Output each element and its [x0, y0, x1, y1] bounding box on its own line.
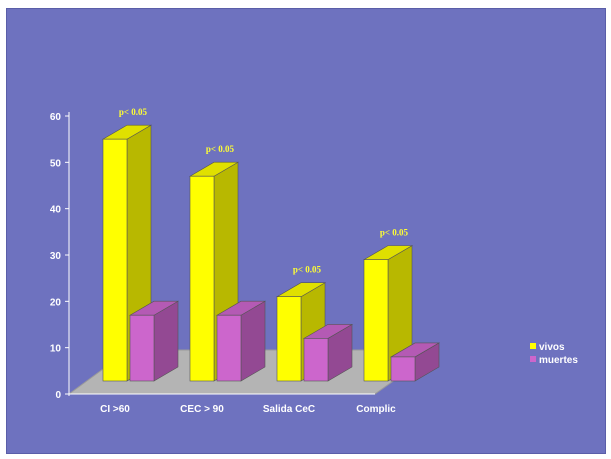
legend-label: muertes	[539, 355, 578, 366]
y-tick-label: 40	[50, 205, 62, 216]
labels: p< 0.05 CI >60 p< 0.05 CEC > 90 p< 0.05 Salid…	[100, 107, 408, 415]
legend: vivos muertes	[530, 342, 578, 366]
y-tick-label: 60	[50, 112, 62, 123]
bar-front-face	[216, 314, 242, 382]
legend-swatch	[530, 343, 536, 349]
bars	[101, 124, 441, 382]
y-tick-label: 10	[50, 344, 62, 355]
bar-front-face	[363, 259, 389, 382]
legend-label: vivos	[539, 342, 565, 353]
x-category-label: CI >60	[100, 404, 130, 415]
x-category-label: CEC > 90	[180, 404, 224, 415]
bar-front-face	[390, 356, 416, 382]
y-tick-label: 0	[55, 390, 61, 401]
bar-front-face	[303, 338, 329, 382]
bar-muertes	[389, 342, 441, 382]
bar-front-face	[102, 138, 128, 382]
bar-front-face	[129, 314, 155, 382]
bar-muertes	[302, 323, 354, 382]
x-category-label: Complic	[356, 404, 396, 415]
y-tick-label: 30	[50, 251, 62, 262]
bar-vivos	[362, 245, 414, 382]
p-value-label: p< 0.05	[293, 265, 322, 275]
bar-front-face	[189, 175, 215, 382]
p-value-label: p< 0.05	[380, 228, 409, 238]
bar-muertes	[128, 300, 180, 382]
y-tick-label: 50	[50, 158, 62, 169]
bar-front-face	[276, 296, 302, 382]
x-category-label: Salida CeC	[263, 404, 315, 415]
legend-swatch	[530, 356, 536, 362]
bar-muertes	[215, 300, 267, 382]
p-value-label: p< 0.05	[119, 107, 148, 117]
y-axis: 0 10 20 30 40 50 60	[50, 112, 375, 401]
p-value-label: p< 0.05	[206, 144, 235, 154]
y-tick-label: 20	[50, 297, 62, 308]
